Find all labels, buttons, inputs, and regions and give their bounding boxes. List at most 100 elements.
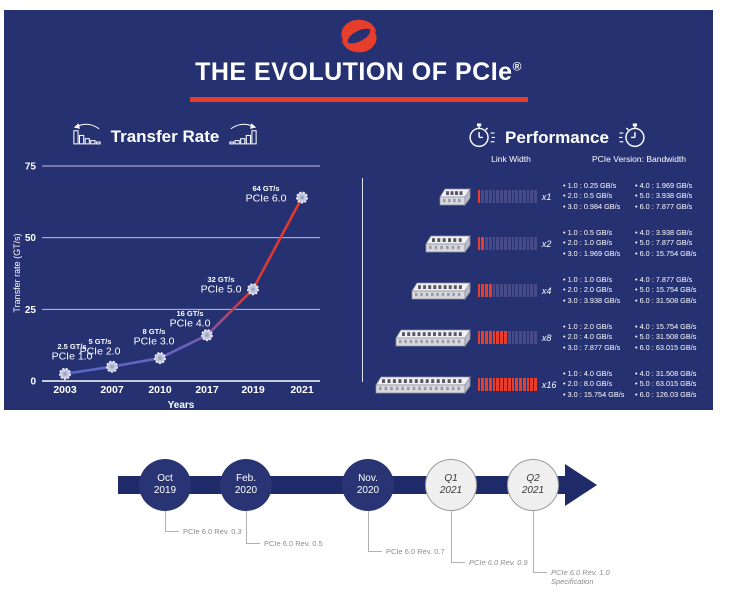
point-rate-label: 5 GT/s bbox=[89, 337, 112, 346]
rising-chart-icon bbox=[228, 122, 258, 152]
declining-chart-icon bbox=[72, 122, 102, 152]
bandwidth-value: 2.0 : 8.0 GB/s bbox=[563, 379, 631, 390]
bar-segment bbox=[492, 331, 496, 344]
milestone-period: Q2 bbox=[526, 473, 540, 484]
bar-segment bbox=[515, 190, 519, 203]
point-rate-label: 16 GT/s bbox=[176, 309, 203, 318]
bar-segment bbox=[477, 378, 481, 391]
pcie-connector-icon bbox=[368, 326, 478, 350]
milestone-label: PCIe 6.0 Rev. 0.3 bbox=[183, 527, 242, 536]
bandwidth-value: 6.0 : 31.508 GB/s bbox=[635, 296, 711, 307]
x-tick-label: 2007 bbox=[100, 384, 124, 396]
bandwidth-value: 1.0 : 2.0 GB/s bbox=[563, 322, 631, 333]
point-generation-label: PCIe 5.0 bbox=[201, 284, 242, 296]
milestone-circle: Q1 2021 bbox=[425, 459, 477, 511]
bar-segment bbox=[500, 331, 503, 344]
bar-segment bbox=[496, 190, 500, 203]
bandwidth-value: 5.0 : 15.754 GB/s bbox=[635, 285, 711, 296]
bandwidth-value: 1.0 : 4.0 GB/s bbox=[563, 369, 631, 380]
chip-marker-core bbox=[110, 364, 114, 369]
bandwidth-value: 3.0 : 15.754 GB/s bbox=[563, 390, 631, 401]
bandwidth-column-b: 4.0 : 3.938 GB/s 5.0 : 7.877 GB/s 6.0 : … bbox=[635, 228, 711, 260]
title-underline bbox=[189, 97, 528, 102]
bar-segment bbox=[488, 190, 492, 203]
bar-segment bbox=[488, 237, 492, 250]
bar-segment bbox=[526, 190, 530, 203]
bar-segment bbox=[485, 378, 488, 391]
bandwidth-column-a: 1.0 : 1.0 GB/s 2.0 : 2.0 GB/s 3.0 : 3.93… bbox=[563, 275, 631, 307]
bar-segment bbox=[534, 237, 537, 250]
point-generation-label: PCIe 3.0 bbox=[134, 336, 175, 348]
bar-segment bbox=[507, 190, 511, 203]
milestone-connector-elbow bbox=[165, 531, 179, 532]
milestone-year: 2020 bbox=[234, 485, 258, 496]
bar-segment bbox=[519, 190, 522, 203]
bar-segment bbox=[515, 331, 519, 344]
bar-segment bbox=[481, 331, 485, 344]
bar-segment bbox=[477, 237, 481, 250]
bandwidth-value: 5.0 : 7.877 GB/s bbox=[635, 238, 711, 249]
link-width-column-header: Link Width bbox=[491, 154, 531, 164]
bandwidth-column-b: 4.0 : 7.877 GB/s 5.0 : 15.754 GB/s 6.0 :… bbox=[635, 275, 711, 307]
milestone-circle: Q2 2021 bbox=[507, 459, 559, 511]
bar-segment bbox=[530, 378, 534, 391]
bar-segment bbox=[515, 378, 519, 391]
bar-segment bbox=[503, 237, 507, 250]
bandwidth-value: 5.0 : 31.508 GB/s bbox=[635, 332, 711, 343]
milestone-label: PCIe 6.0 Rev. 1.0 Specification bbox=[551, 568, 610, 586]
bar-segment bbox=[500, 237, 503, 250]
bandwidth-value: 4.0 : 3.938 GB/s bbox=[635, 228, 711, 239]
point-generation-label: PCIe 4.0 bbox=[170, 318, 211, 330]
bar-segment bbox=[530, 331, 534, 344]
milestone-circle: Oct 2019 bbox=[139, 459, 191, 511]
page-title: THE EVOLUTION OF PCIe® bbox=[4, 58, 713, 87]
bar-segment bbox=[485, 331, 488, 344]
link-width-label: x8 bbox=[541, 332, 552, 343]
bar-segment bbox=[522, 331, 526, 344]
milestone-year: 2021 bbox=[521, 485, 545, 496]
bandwidth-column-a: 1.0 : 0.5 GB/s 2.0 : 1.0 GB/s 3.0 : 1.96… bbox=[563, 228, 631, 260]
bar-segment bbox=[511, 190, 515, 203]
bar-segment bbox=[526, 237, 530, 250]
bar-segment bbox=[534, 284, 537, 297]
bar-segment bbox=[496, 378, 500, 391]
bar-segment bbox=[519, 378, 522, 391]
pcie-connector-icon bbox=[368, 232, 478, 256]
chip-marker-core bbox=[205, 333, 209, 338]
bar-segment bbox=[522, 378, 526, 391]
y-tick-label: 0 bbox=[30, 377, 36, 388]
bar-segment bbox=[519, 237, 522, 250]
bar-segment bbox=[511, 378, 515, 391]
milestone-connector-line bbox=[451, 511, 452, 562]
bandwidth-values: 1.0 : 4.0 GB/s 2.0 : 8.0 GB/s 3.0 : 15.7… bbox=[563, 369, 711, 401]
x-axis-label: Years bbox=[168, 400, 195, 411]
bar-segment bbox=[492, 190, 496, 203]
performance-title: Performance bbox=[505, 128, 609, 147]
bandwidth-value: 2.0 : 1.0 GB/s bbox=[563, 238, 631, 249]
bar-segment bbox=[503, 190, 507, 203]
bar-segment bbox=[511, 237, 515, 250]
link-width-label: x16 bbox=[541, 379, 557, 390]
milestone-connector-elbow bbox=[451, 562, 465, 563]
bandwidth-value: 1.0 : 0.25 GB/s bbox=[563, 181, 631, 192]
milestone-circle: Nov. 2020 bbox=[342, 459, 394, 511]
section-divider bbox=[362, 178, 363, 382]
milestone-label-line1: PCIe 6.0 Rev. 1.0 bbox=[551, 568, 610, 577]
link-width-bar bbox=[477, 331, 537, 344]
bar-segment bbox=[488, 331, 492, 344]
x-tick-label: 2003 bbox=[53, 384, 77, 396]
bandwidth-value: 6.0 : 15.754 GB/s bbox=[635, 249, 711, 260]
bar-segment bbox=[534, 378, 537, 391]
bar-segment bbox=[477, 284, 481, 297]
performance-row: x8 1.0 : 2.0 GB/s 2.0 : 4.0 GB/s 3.0 : 7… bbox=[368, 314, 711, 361]
pci-sig-logo-icon bbox=[4, 17, 713, 55]
milestone-label: PCIe 6.0 Rev. 0.5 bbox=[264, 539, 323, 548]
bar-segment bbox=[519, 284, 522, 297]
bandwidth-values: 1.0 : 0.5 GB/s 2.0 : 1.0 GB/s 3.0 : 1.96… bbox=[563, 228, 711, 260]
performance-row: x2 1.0 : 0.5 GB/s 2.0 : 1.0 GB/s 3.0 : 1… bbox=[368, 220, 711, 267]
bandwidth-value: 2.0 : 0.5 GB/s bbox=[563, 191, 631, 202]
bar-segment bbox=[477, 331, 481, 344]
bandwidth-value: 6.0 : 126.03 GB/s bbox=[635, 390, 711, 401]
bar-segment bbox=[488, 284, 492, 297]
